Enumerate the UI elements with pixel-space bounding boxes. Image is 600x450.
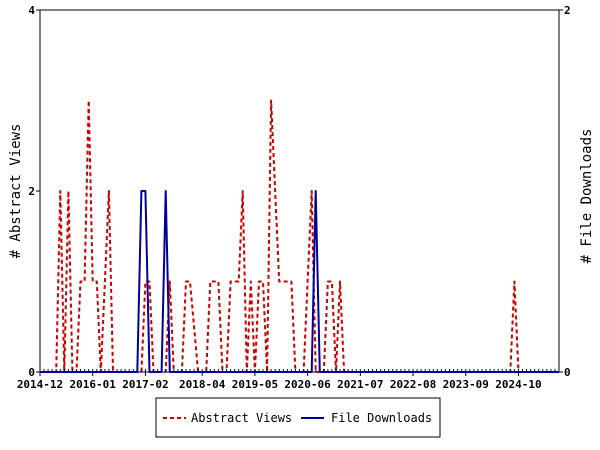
y-axis-title-left: # Abstract Views — [8, 124, 24, 259]
x-tick-label: 2021-07 — [337, 378, 383, 391]
y-left-tick-label: 2 — [28, 185, 35, 198]
x-tick-label: 2019-05 — [232, 378, 278, 391]
series-layer — [40, 99, 559, 373]
y-left-tick-label: 0 — [28, 366, 35, 379]
y-axis-title-right: # File Downloads — [579, 129, 595, 264]
plot-frame — [39, 9, 560, 373]
x-tick-label: 2014-12 — [17, 378, 63, 391]
legend-box — [155, 397, 441, 438]
y-ticks: 0 2 4 0 2 — [28, 4, 570, 379]
x-tick-label: 2016-01 — [70, 378, 117, 391]
x-tick-label: 2024-10 — [495, 378, 541, 391]
x-tick-label: 2018-04 — [179, 378, 226, 391]
x-tick-label: 2023-09 — [443, 378, 489, 391]
y-right-tick-label: 2 — [564, 4, 571, 17]
series-line-file-downloads — [40, 190, 559, 373]
x-tick-label: 2017-02 — [122, 378, 168, 391]
y-left-tick-label: 4 — [28, 4, 35, 17]
legend-label-file-downloads: File Downloads — [331, 411, 432, 425]
y-right-tick-label: 0 — [564, 366, 571, 379]
legend: Abstract Views File Downloads — [155, 397, 441, 438]
x-tick-label: 2020-06 — [284, 378, 331, 391]
x-tick-label: 2022-08 — [390, 378, 436, 391]
x-ticks: 2014-12 2016-01 2017-02 2018-04 2019-05 2020-… — [17, 369, 560, 391]
legend-label-abstract-views: Abstract Views — [191, 411, 292, 425]
